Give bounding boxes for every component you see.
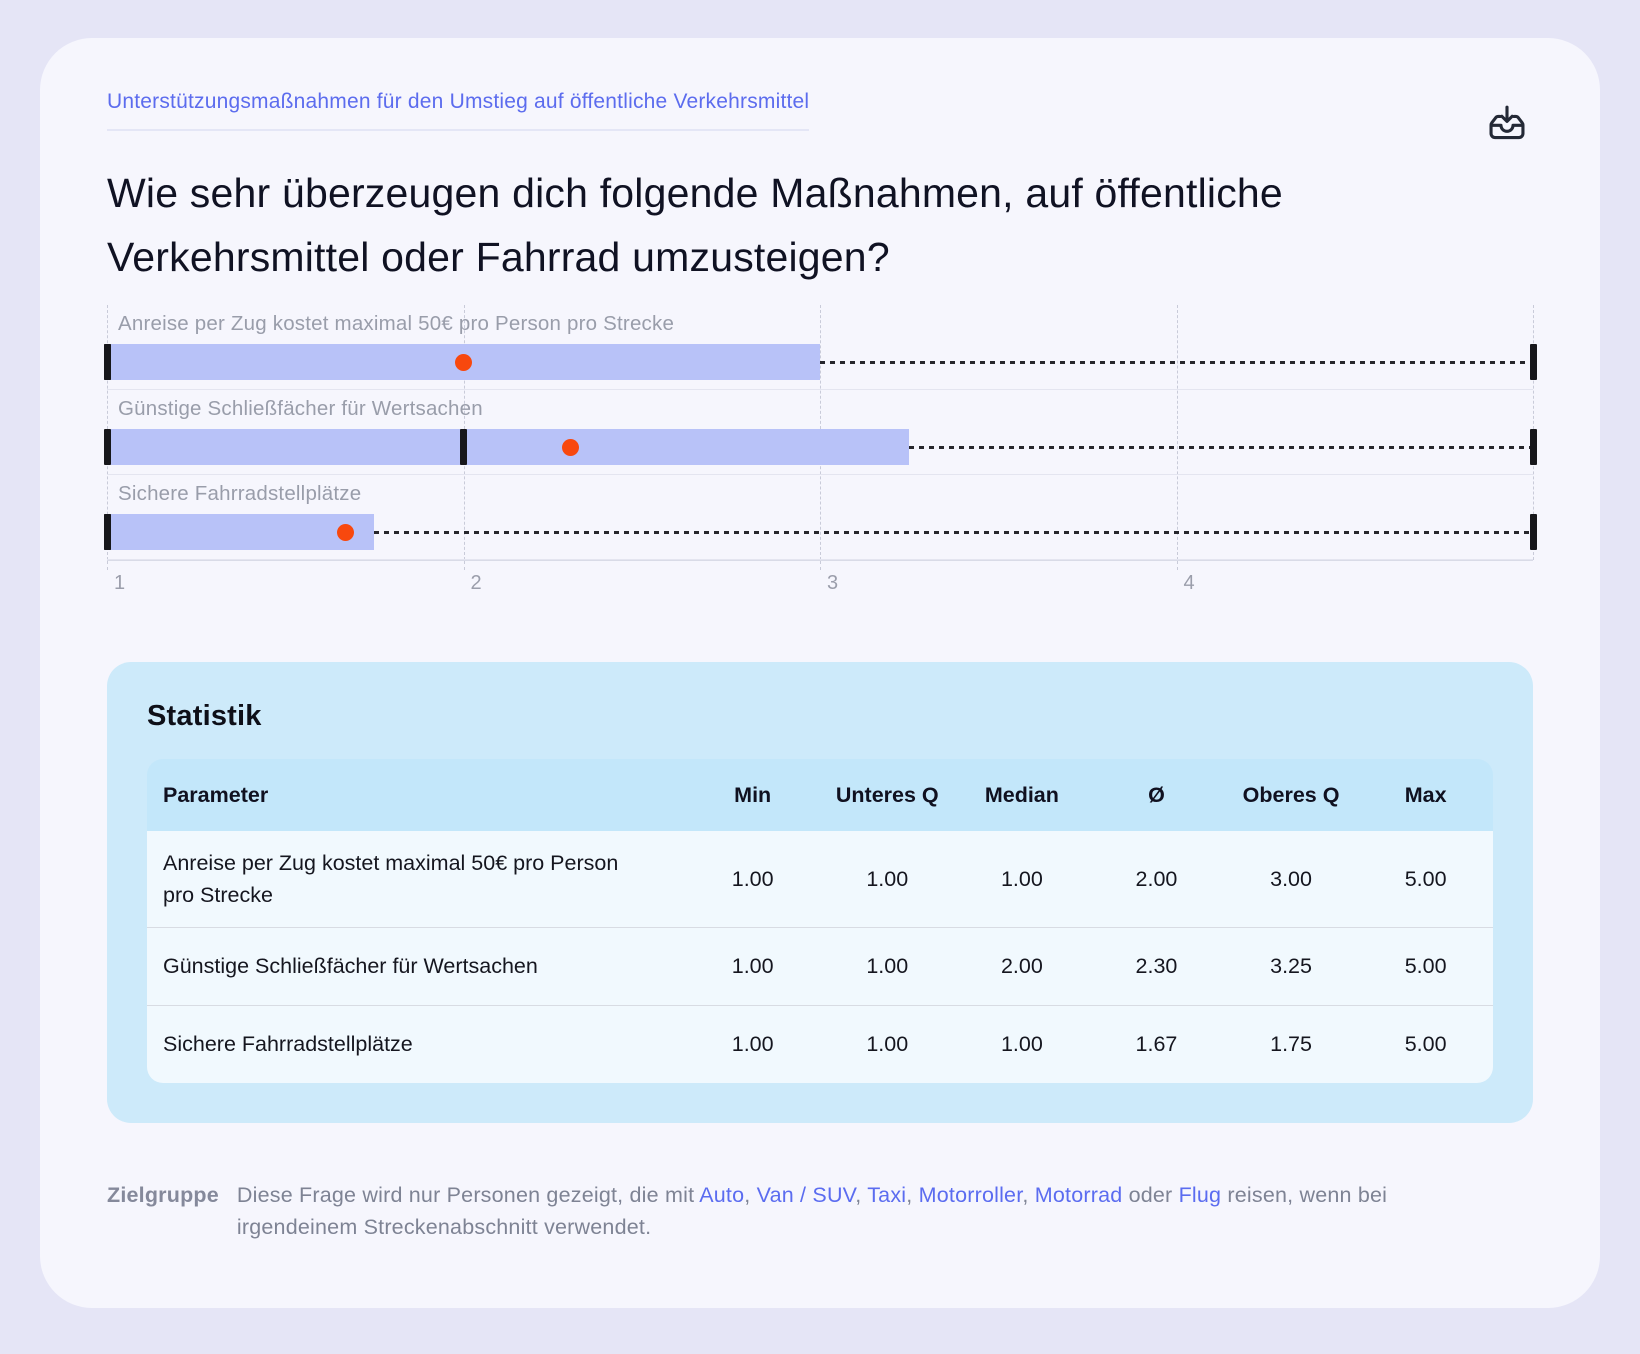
target-group-link[interactable]: Taxi xyxy=(867,1183,907,1208)
target-group-plain-text: Diese Frage wird nur Personen gezeigt, d… xyxy=(236,1183,700,1208)
value-cell: 1.00 xyxy=(866,1032,909,1057)
statistics-title: Statistik xyxy=(147,700,262,733)
value-cell: 1.00 xyxy=(1000,866,1043,891)
target-group-link[interactable]: Motorroller xyxy=(918,1183,1023,1208)
target-group-link[interactable]: Flug xyxy=(1178,1183,1222,1208)
boxplot-row-label: Sichere Fahrradstellplätze xyxy=(118,482,362,506)
table-header-cell: Median xyxy=(984,782,1059,807)
boxplot-row-label: Anreise per Zug kostet maximal 50€ pro P… xyxy=(118,312,675,336)
question-breadcrumb[interactable]: Unterstützungsmaßnahmen für den Umstieg … xyxy=(107,90,810,131)
min-marker xyxy=(103,429,111,466)
report-card: Unterstützungsmaßnahmen für den Umstieg … xyxy=(40,38,1600,1308)
download-icon xyxy=(1485,102,1529,146)
median-marker xyxy=(460,429,467,466)
page-title: Wie sehr überzeugen dich folgende Maßnah… xyxy=(107,170,1283,280)
max-marker xyxy=(1529,429,1537,466)
boxplot-chart: Anreise per Zug kostet maximal 50€ pro P… xyxy=(103,305,1537,600)
axis-tick-dash xyxy=(820,561,821,571)
axis-tick-dash xyxy=(1176,561,1178,571)
target-group-link[interactable]: Motorrad xyxy=(1034,1183,1123,1208)
boxplot-rows: Anreise per Zug kostet maximal 50€ pro P… xyxy=(103,305,1537,561)
table-row: Anreise per Zug kostet maximal 50€ pro P… xyxy=(147,831,1493,928)
table-header-cell: Unteres Q xyxy=(835,782,939,807)
value-cell: 2.00 xyxy=(1000,954,1043,979)
target-group-plain-text: , xyxy=(855,1183,868,1208)
boxplot-row: Günstige Schließfächer für Wertsachen xyxy=(103,390,1537,476)
mean-dot xyxy=(455,353,472,371)
value-cell: 3.25 xyxy=(1270,954,1312,979)
statistics-table: Parameter Min Unteres Q Median Ø Oberes Q Max … xyxy=(147,759,1493,1084)
target-group-link[interactable]: Van / SUV xyxy=(756,1183,856,1208)
table-header-cell: Parameter xyxy=(163,782,269,807)
axis-tick: 2 xyxy=(463,561,482,595)
target-group-plain-text: , xyxy=(744,1183,757,1208)
value-cell: 1.75 xyxy=(1270,1032,1312,1057)
quartile-box xyxy=(107,514,375,551)
card-header: Unterstützungsmaßnahmen für den Umstieg … xyxy=(107,90,1533,150)
value-cell: 5.00 xyxy=(1404,866,1447,891)
value-cell: 1.00 xyxy=(1000,1032,1043,1057)
boxplot-track xyxy=(103,344,1537,381)
parameter-cell: Sichere Fahrradstellplätze xyxy=(147,1028,685,1060)
download-button[interactable] xyxy=(1481,98,1533,150)
axis-tick: 3 xyxy=(820,561,838,595)
value-cell: 1.67 xyxy=(1135,1032,1178,1057)
table-header-cell: Min xyxy=(734,782,772,807)
value-cell: 1.00 xyxy=(866,866,909,891)
median-marker xyxy=(103,344,111,381)
value-cell: 2.00 xyxy=(1135,866,1178,891)
median-marker xyxy=(103,514,111,551)
whisker-line xyxy=(374,530,1533,534)
target-group-label: Zielgruppe xyxy=(107,1183,219,1208)
chart-x-axis: 1 2 3 4 xyxy=(107,560,1533,600)
max-marker xyxy=(1529,514,1537,551)
parameter-text: Anreise per Zug kostet maximal 50€ pro P… xyxy=(163,850,619,908)
max-marker xyxy=(1529,344,1537,381)
table-row: Sichere Fahrradstellplätze 1.00 1.00 1.00 1.… xyxy=(147,1005,1493,1084)
axis-tick-label: 3 xyxy=(827,572,839,595)
parameter-text: Günstige Schließfächer für Wertsachen xyxy=(163,954,538,979)
table-header-cell: Ø xyxy=(1148,782,1165,807)
table-header-cell: Max xyxy=(1404,782,1447,807)
mean-dot xyxy=(561,438,579,456)
mean-dot xyxy=(337,523,355,541)
target-group-plain-text: reisen, wenn bei irgendeinem Streckenabs… xyxy=(236,1183,1388,1240)
value-cell: 5.00 xyxy=(1404,954,1447,979)
whisker-line xyxy=(909,445,1533,449)
value-cell: 1.00 xyxy=(731,954,774,979)
axis-tick-label: 2 xyxy=(470,572,482,595)
boxplot-track xyxy=(103,429,1537,466)
axis-tick: 4 xyxy=(1176,561,1195,595)
table-header-row: Parameter Min Unteres Q Median Ø Oberes Q Max xyxy=(147,759,1493,832)
quartile-box xyxy=(107,429,910,466)
boxplot-row: Anreise per Zug kostet maximal 50€ pro P… xyxy=(103,305,1537,391)
boxplot-row-label: Günstige Schließfächer für Wertsachen xyxy=(118,397,483,421)
value-cell: 1.00 xyxy=(866,954,909,979)
value-cell: 2.30 xyxy=(1135,954,1178,979)
target-group-plain-text: , xyxy=(906,1183,919,1208)
boxplot-row: Sichere Fahrradstellplätze xyxy=(103,475,1537,561)
axis-tick-label: 4 xyxy=(1183,572,1195,595)
parameter-text: Sichere Fahrradstellplätze xyxy=(163,1032,413,1057)
target-group-text: Diese Frage wird nur Personen gezeigt, d… xyxy=(237,1179,1417,1244)
table-header-cell: Oberes Q xyxy=(1242,782,1340,807)
boxplot-track xyxy=(103,514,1537,551)
target-group-section: Zielgruppe Diese Frage wird nur Personen… xyxy=(107,1179,1533,1244)
statistics-panel: Statistik Parameter Min Unteres Q Median Ø Ob… xyxy=(107,662,1533,1124)
value-cell: 1.00 xyxy=(731,866,774,891)
table-row: Günstige Schließfächer für Wertsachen 1.0… xyxy=(147,927,1493,1006)
value-cell: 3.00 xyxy=(1270,866,1312,891)
axis-tick: 1 xyxy=(107,561,125,595)
axis-tick-dash xyxy=(463,561,465,571)
axis-tick-dash xyxy=(107,561,108,571)
whisker-line xyxy=(820,360,1533,364)
target-group-plain-text: , xyxy=(1022,1183,1035,1208)
axis-tick-label: 1 xyxy=(114,572,126,595)
value-cell: 1.00 xyxy=(731,1032,774,1057)
parameter-cell: Anreise per Zug kostet maximal 50€ pro P… xyxy=(147,847,685,912)
target-group-link[interactable]: Auto xyxy=(699,1183,745,1208)
value-cell: 5.00 xyxy=(1404,1032,1447,1057)
parameter-cell: Günstige Schließfächer für Wertsachen xyxy=(147,950,685,982)
target-group-plain-text: oder xyxy=(1122,1183,1179,1208)
